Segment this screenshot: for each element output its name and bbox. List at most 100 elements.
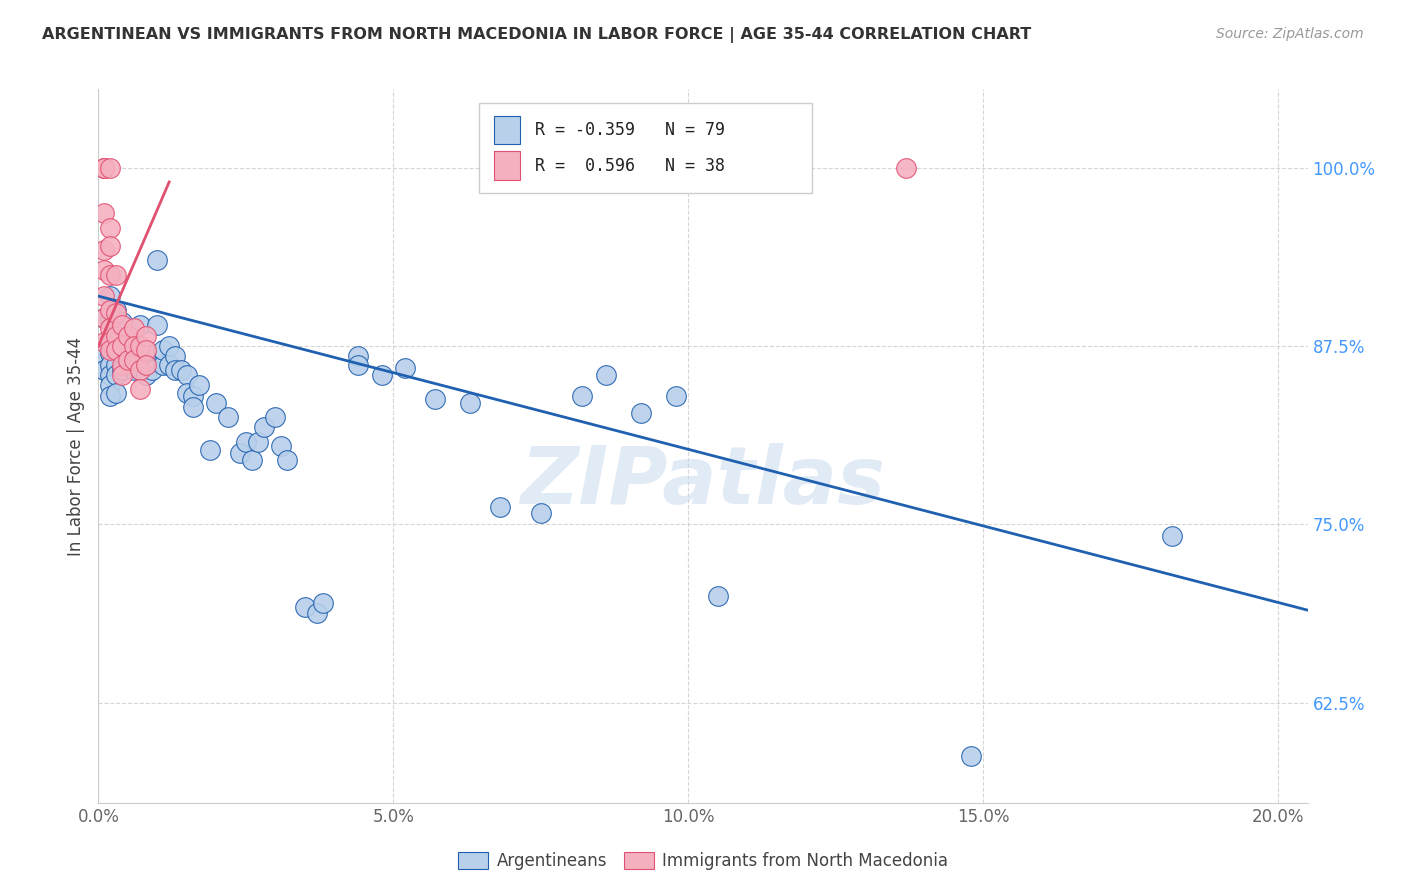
Point bbox=[146, 253, 169, 268]
Point bbox=[229, 446, 252, 460]
Point bbox=[105, 268, 128, 282]
Point bbox=[311, 596, 333, 610]
Point bbox=[93, 161, 115, 175]
Point bbox=[181, 389, 204, 403]
Point bbox=[571, 389, 593, 403]
Point bbox=[157, 358, 180, 372]
Point bbox=[294, 600, 316, 615]
Point bbox=[176, 386, 198, 401]
Point bbox=[270, 439, 292, 453]
Bar bbox=[494, 152, 520, 180]
Point bbox=[141, 363, 163, 377]
Bar bbox=[479, 103, 811, 193]
Point bbox=[122, 353, 145, 368]
Text: Source: ZipAtlas.com: Source: ZipAtlas.com bbox=[1216, 27, 1364, 41]
Point bbox=[146, 318, 169, 332]
Point bbox=[98, 346, 121, 360]
Point bbox=[157, 339, 180, 353]
Point bbox=[595, 368, 617, 382]
Point bbox=[98, 310, 121, 325]
Point bbox=[111, 315, 134, 329]
Point bbox=[98, 332, 121, 346]
Point bbox=[423, 392, 446, 406]
Point bbox=[98, 389, 121, 403]
Point bbox=[93, 310, 115, 325]
Point bbox=[128, 318, 150, 332]
Point bbox=[111, 363, 134, 377]
Point bbox=[488, 500, 510, 515]
Point bbox=[105, 368, 128, 382]
Point bbox=[264, 410, 287, 425]
Text: ARGENTINEAN VS IMMIGRANTS FROM NORTH MACEDONIA IN LABOR FORCE | AGE 35-44 CORREL: ARGENTINEAN VS IMMIGRANTS FROM NORTH MAC… bbox=[42, 27, 1032, 43]
Point bbox=[98, 303, 121, 318]
Point bbox=[305, 606, 328, 620]
Point bbox=[122, 339, 145, 353]
Point bbox=[111, 339, 134, 353]
Point bbox=[105, 358, 128, 372]
Point bbox=[93, 161, 115, 175]
Point bbox=[217, 410, 239, 425]
Point bbox=[665, 389, 688, 403]
Point bbox=[630, 406, 652, 420]
Point bbox=[117, 358, 139, 372]
Point bbox=[205, 396, 228, 410]
Point bbox=[152, 343, 174, 358]
Point bbox=[246, 434, 269, 449]
Point bbox=[187, 377, 209, 392]
Point bbox=[896, 161, 918, 175]
Point bbox=[176, 368, 198, 382]
Text: R =  0.596   N = 38: R = 0.596 N = 38 bbox=[534, 157, 725, 175]
Point bbox=[98, 377, 121, 392]
Point bbox=[276, 453, 298, 467]
Text: ZIPatlas: ZIPatlas bbox=[520, 442, 886, 521]
Point bbox=[93, 244, 115, 258]
Point bbox=[105, 386, 128, 401]
Point bbox=[117, 329, 139, 343]
Point bbox=[105, 346, 128, 360]
Point bbox=[530, 506, 553, 520]
Point bbox=[252, 420, 274, 434]
Point bbox=[706, 589, 728, 603]
Point bbox=[105, 318, 128, 332]
Point bbox=[128, 363, 150, 377]
Point bbox=[98, 268, 121, 282]
Point bbox=[105, 334, 128, 349]
Point bbox=[93, 206, 115, 220]
Point bbox=[394, 360, 416, 375]
Point bbox=[98, 239, 121, 253]
Point bbox=[98, 343, 121, 358]
Point bbox=[200, 443, 222, 458]
Point bbox=[105, 303, 128, 318]
Point bbox=[165, 363, 187, 377]
Point bbox=[117, 329, 139, 343]
Point bbox=[170, 363, 193, 377]
Point bbox=[98, 161, 121, 175]
Point bbox=[347, 349, 370, 363]
Point bbox=[98, 358, 121, 372]
Point bbox=[111, 346, 134, 360]
Point bbox=[98, 334, 121, 349]
Point bbox=[105, 329, 128, 343]
Point bbox=[347, 358, 370, 372]
Point bbox=[135, 346, 157, 360]
Point bbox=[93, 363, 115, 377]
Point bbox=[98, 339, 121, 353]
Point bbox=[128, 382, 150, 396]
Point bbox=[165, 349, 187, 363]
Point bbox=[93, 289, 115, 303]
Point bbox=[117, 343, 139, 358]
Point bbox=[152, 358, 174, 372]
Legend: Argentineans, Immigrants from North Macedonia: Argentineans, Immigrants from North Mace… bbox=[451, 845, 955, 877]
Point bbox=[93, 263, 115, 277]
Point bbox=[93, 334, 115, 349]
Point bbox=[235, 434, 257, 449]
Point bbox=[98, 220, 121, 235]
Point bbox=[1161, 529, 1184, 543]
Point bbox=[960, 748, 983, 763]
Point bbox=[93, 339, 115, 353]
Text: R = -0.359   N = 79: R = -0.359 N = 79 bbox=[534, 121, 725, 139]
Point bbox=[135, 358, 157, 372]
Point bbox=[93, 161, 115, 175]
Point bbox=[105, 306, 128, 320]
Point bbox=[122, 363, 145, 377]
